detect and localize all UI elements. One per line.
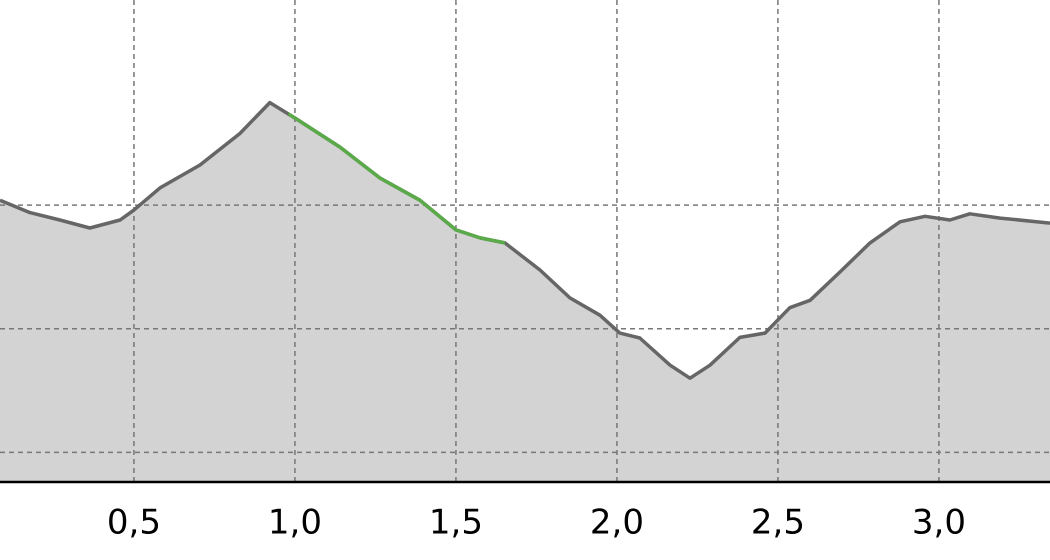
x-tick-label: 3,0 [912,503,966,543]
x-tick-label: 1,0 [268,503,322,543]
x-tick-label: 0,5 [107,503,161,543]
elevation-line [0,100,1050,380]
area-fill [0,102,1050,482]
x-tick-label: 2,0 [590,503,644,543]
x-tick-label: 1,5 [429,503,483,543]
x-tick-label: 2,5 [751,503,805,543]
